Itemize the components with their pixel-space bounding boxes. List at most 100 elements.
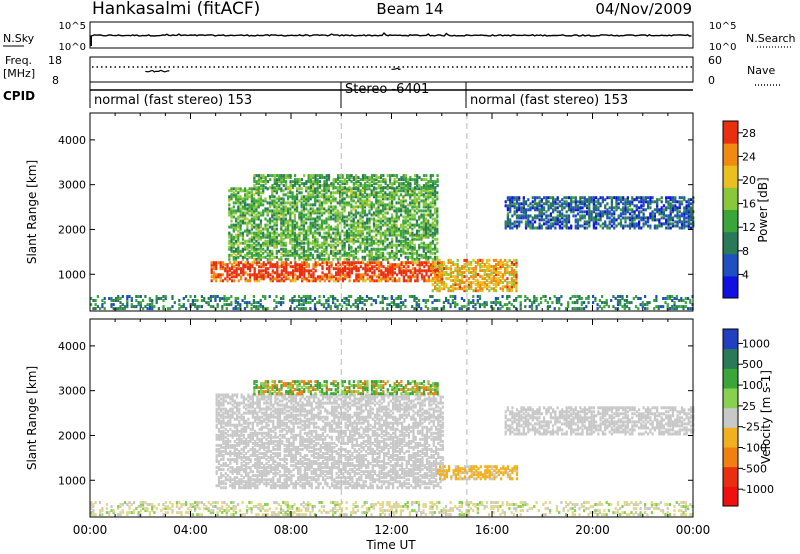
cell: [316, 253, 319, 257]
cell: [239, 225, 242, 229]
cell: [298, 257, 301, 261]
cell: [292, 269, 295, 273]
cell: [599, 212, 602, 216]
cell: [280, 221, 283, 225]
cell: [352, 225, 355, 229]
cell: [368, 269, 372, 273]
cell: [545, 220, 548, 224]
cell: [352, 186, 355, 190]
cell: [465, 279, 468, 283]
cell: [275, 305, 278, 309]
cell: [130, 299, 133, 302]
cell: [244, 221, 247, 225]
cell: [377, 253, 380, 257]
cell: [416, 178, 419, 182]
cell: [335, 279, 338, 283]
cell: [318, 299, 321, 302]
cell: [520, 202, 523, 206]
cell: [332, 195, 335, 199]
cell: [427, 219, 430, 223]
cell: [381, 297, 384, 300]
cell: [352, 178, 355, 182]
cell: [366, 245, 369, 249]
cell: [366, 203, 369, 207]
cell: [253, 215, 256, 219]
cell: [377, 215, 380, 219]
cell: [458, 287, 461, 291]
cell: [379, 191, 382, 195]
cell: [379, 221, 382, 225]
cell: [228, 241, 231, 245]
cell: [293, 239, 296, 243]
cell: [452, 287, 455, 291]
cell: [461, 277, 464, 281]
cell: [565, 222, 568, 226]
cell: [506, 208, 509, 212]
cell: [431, 263, 434, 266]
cell: [495, 285, 498, 289]
cell: [348, 271, 351, 275]
cell: [142, 307, 145, 311]
cell: [431, 267, 434, 270]
cell: [294, 178, 297, 182]
cell: [284, 235, 287, 239]
cell: [399, 297, 402, 300]
cell: [619, 198, 623, 202]
cell: [676, 210, 679, 214]
cell: [499, 267, 502, 270]
cell: [334, 207, 337, 211]
cell: [348, 251, 351, 255]
cell: [404, 215, 407, 219]
cell: [241, 221, 244, 225]
cell: [314, 225, 317, 229]
cell: [298, 243, 301, 247]
cell: [669, 212, 672, 216]
cell: [343, 231, 346, 235]
cell: [610, 198, 613, 202]
cell: [250, 209, 253, 213]
cell: [341, 239, 344, 243]
cell: [321, 271, 324, 275]
cell: [339, 249, 342, 253]
cell: [479, 258, 482, 262]
cell: [409, 223, 412, 227]
cell: [337, 279, 340, 283]
cell: [492, 279, 495, 283]
cell: [463, 285, 466, 289]
cell: [540, 198, 543, 202]
cell: [287, 219, 290, 223]
cell: [649, 214, 652, 218]
cell: [666, 303, 669, 307]
cell: [413, 237, 416, 241]
cell: [651, 218, 654, 222]
cell: [415, 251, 419, 255]
cell: [404, 235, 407, 239]
cell: [379, 247, 382, 251]
cell: [382, 255, 385, 259]
cell: [330, 277, 333, 281]
cell: [292, 271, 295, 275]
cell: [283, 273, 286, 277]
cell: [384, 297, 387, 300]
cell: [293, 215, 296, 219]
cell: [416, 174, 419, 178]
cell: [680, 299, 683, 302]
cell: [232, 245, 235, 249]
cell: [348, 245, 351, 249]
cell: [391, 263, 394, 267]
cell: [604, 198, 607, 202]
cell: [273, 239, 276, 243]
cell: [355, 186, 358, 190]
cell: [282, 221, 285, 225]
cell: [588, 212, 591, 216]
cell: [280, 197, 283, 201]
cell: [395, 211, 398, 215]
cell: [434, 275, 437, 279]
cell: [391, 271, 394, 275]
cell: [293, 243, 296, 247]
cell: [434, 211, 437, 215]
cell: [345, 307, 348, 311]
cell: [506, 303, 509, 307]
cell: [341, 217, 344, 221]
cell: [171, 305, 174, 309]
